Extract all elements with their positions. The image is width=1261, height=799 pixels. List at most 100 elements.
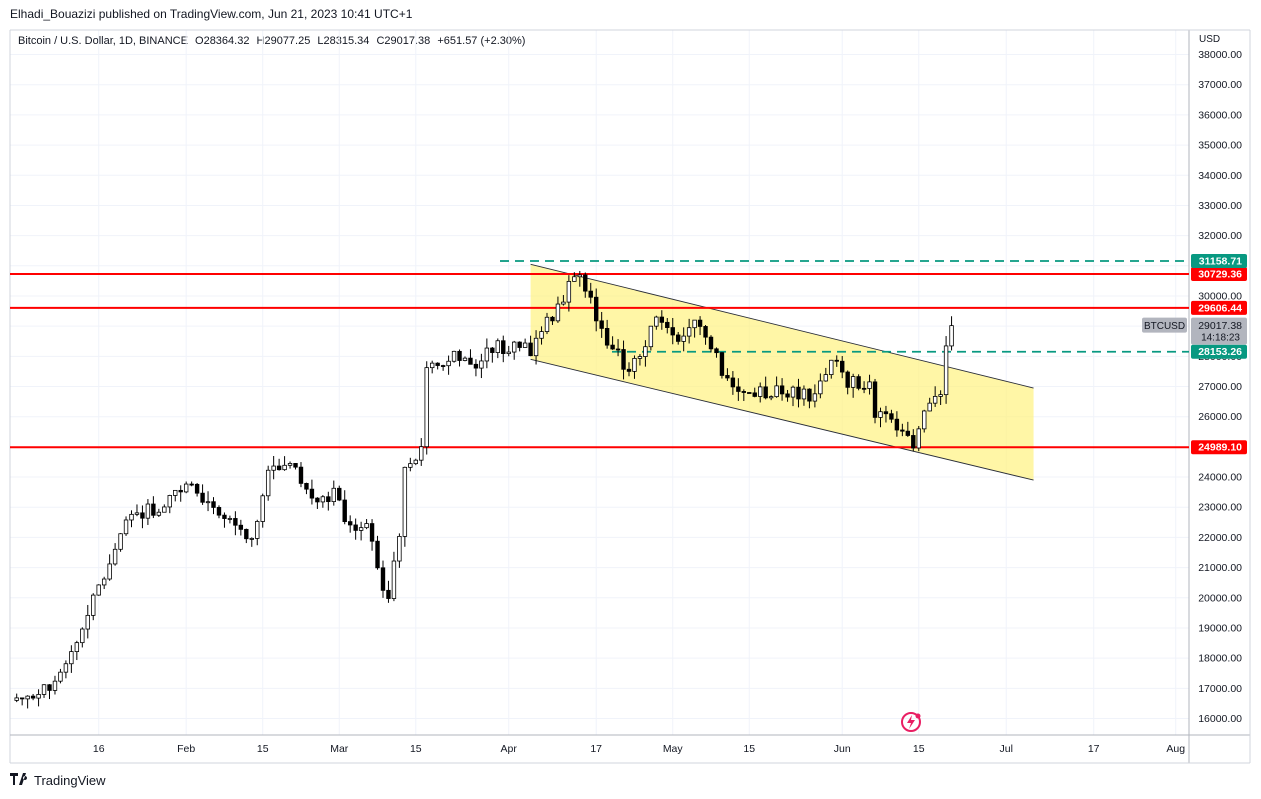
candle-body	[561, 301, 566, 305]
candle-body	[610, 344, 615, 350]
candle-body	[878, 411, 883, 418]
candle-body	[643, 346, 648, 357]
y-tick-label: 17000.00	[1198, 683, 1242, 695]
flash-bolt-icon	[907, 715, 915, 729]
candle-body	[790, 386, 796, 398]
candle-body	[949, 325, 954, 347]
candle-body	[473, 363, 479, 369]
symbol-name[interactable]: Bitcoin / U.S. Dollar, 1D, BINANCE	[18, 35, 188, 47]
candle-body	[943, 345, 949, 396]
candle-body	[566, 280, 572, 303]
candle-body	[752, 392, 757, 397]
candle-body	[194, 483, 200, 494]
candle-body	[861, 387, 867, 390]
candle-body	[112, 548, 118, 565]
candle-body	[282, 464, 287, 471]
candle-body	[271, 465, 276, 471]
candle-body	[856, 376, 861, 389]
candle-body	[129, 513, 134, 521]
ohlc-close: C29017.38	[376, 35, 431, 47]
y-tick-label: 35000.00	[1198, 140, 1242, 152]
candle-body	[850, 376, 856, 388]
candle-body	[162, 506, 167, 513]
price-tags: 30729.36 29606.44 24989.10 31158.71 28153.26…	[1142, 254, 1247, 455]
candle-body	[845, 371, 850, 388]
y-tick-label: 22000.00	[1198, 532, 1242, 544]
candle-body	[205, 501, 211, 504]
candle-body	[692, 319, 697, 329]
price-change: +651.57 (+2.30%)	[437, 35, 526, 47]
y-tick-label: 21000.00	[1198, 562, 1242, 574]
candle-body	[779, 385, 785, 395]
candle-body	[528, 342, 533, 357]
candle-body	[30, 695, 36, 699]
candle-body	[588, 290, 593, 298]
candle-body	[36, 694, 41, 699]
candle-body	[123, 519, 129, 535]
candle-body	[840, 360, 845, 373]
flash-dot-icon	[915, 713, 921, 719]
price-tag-bg	[1191, 440, 1247, 455]
bar-countdown: 14:18:23	[1201, 333, 1240, 344]
candle-body	[118, 533, 123, 550]
candle-body	[900, 429, 905, 432]
y-tick-label: 27000.00	[1198, 381, 1242, 393]
candle-body	[107, 563, 112, 580]
candle-body	[238, 524, 244, 530]
price-tag-label: 28153.26	[1198, 346, 1242, 358]
channel-lower-line	[530, 358, 1034, 481]
candle-body	[85, 614, 90, 630]
footer-brand-text: TradingView	[34, 773, 106, 788]
x-tick-label: Jul	[1000, 743, 1013, 755]
ohlc-low: L28315.34	[317, 35, 370, 47]
candle-body	[615, 348, 621, 351]
candle-body	[419, 446, 424, 461]
candle-body	[151, 503, 156, 516]
candle-body	[916, 428, 921, 449]
candle-body	[260, 495, 265, 522]
candle-body	[167, 495, 172, 508]
candle-body	[594, 296, 599, 322]
candle-body	[326, 496, 331, 503]
candle-body	[686, 327, 692, 337]
candle-body	[402, 466, 408, 537]
candle-body	[681, 335, 686, 342]
x-tick-label: May	[663, 743, 684, 755]
y-tick-label: 23000.00	[1198, 502, 1242, 514]
price-tag-bg	[1191, 300, 1247, 315]
candle-body	[703, 326, 708, 338]
candle-body	[255, 521, 260, 539]
candle-body	[424, 367, 429, 448]
candle-body	[829, 359, 834, 376]
ohlc-open: O28364.32	[195, 35, 250, 47]
candle-body	[533, 337, 539, 357]
candle-body	[599, 320, 604, 329]
candle-body	[763, 386, 768, 399]
candle-body	[927, 402, 932, 412]
price-tag-label: 29606.44	[1198, 302, 1242, 314]
candle-body	[69, 651, 74, 665]
flash-icon	[901, 712, 921, 732]
x-tick-label: 15	[743, 743, 755, 755]
candle-body	[375, 540, 380, 569]
last-price-tag-bg	[1191, 317, 1247, 345]
candle-body	[911, 435, 916, 449]
candle-body	[156, 511, 162, 516]
x-tick-label: 17	[590, 743, 602, 755]
candle-body	[293, 463, 298, 468]
y-tick-label: 19000.00	[1198, 622, 1242, 634]
symbol-legend: Bitcoin / U.S. Dollar, 1D, BINANCE O2836…	[18, 35, 529, 47]
currency-label: USD	[1199, 34, 1221, 45]
candle-body	[391, 560, 397, 599]
x-tick-label: Mar	[330, 743, 349, 755]
candle-body	[889, 413, 894, 420]
price-tag-bg	[1191, 254, 1247, 269]
candle-body	[539, 331, 544, 339]
candle-body	[490, 347, 495, 353]
candle-body	[14, 697, 19, 701]
publisher-line: Elhadi_Bouazizi published on TradingView…	[10, 7, 413, 21]
candle-body	[495, 340, 500, 353]
candle-body	[211, 501, 216, 508]
candle-body	[47, 684, 52, 691]
